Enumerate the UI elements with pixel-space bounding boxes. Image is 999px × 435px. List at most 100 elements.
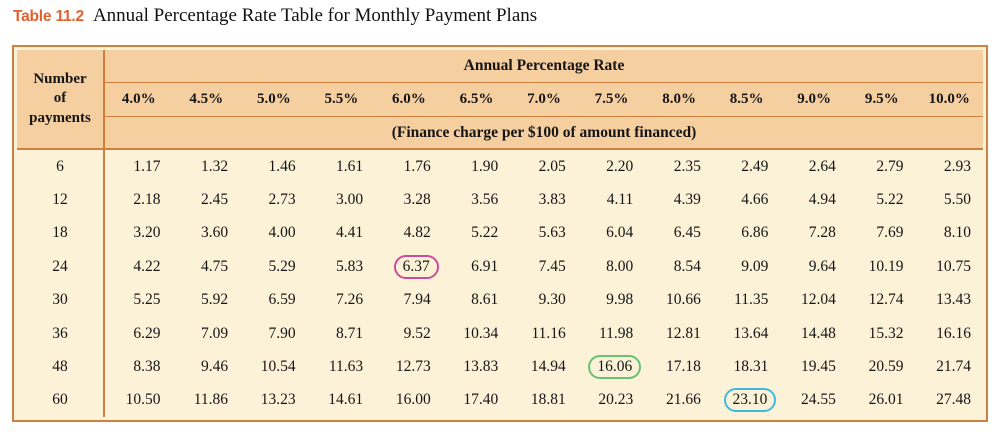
finance-charge-cell: 9.52 xyxy=(403,324,431,342)
rate-header-9.5%: 9.5% xyxy=(847,83,916,117)
finance-charge-cell: 6.29 xyxy=(133,324,161,342)
finance-charge-cell: 2.93 xyxy=(943,157,971,175)
finance-charge-cell: 2.64 xyxy=(808,157,836,175)
apr-table-grid: Number of payments Annual Percentage Rat… xyxy=(17,50,983,417)
finance-charge-cell: 14.61 xyxy=(328,391,364,409)
finance-charge-cell: 19.45 xyxy=(801,357,836,375)
finance-charge-cell: 3.56 xyxy=(471,191,499,209)
finance-charge-cell: 1.90 xyxy=(471,157,499,175)
finance-charge-cell: 3.28 xyxy=(403,191,431,209)
finance-charge-cell: 9.09 xyxy=(741,257,769,275)
finance-charge-cell: 1.76 xyxy=(403,157,431,175)
corner-header-line: Number xyxy=(33,70,87,87)
finance-charge-cell: 10.66 xyxy=(665,291,701,309)
finance-charge-cell: 4.41 xyxy=(336,224,364,242)
finance-charge-cell: 11.98 xyxy=(598,324,634,342)
green-circle-highlight: 16.06 xyxy=(588,354,642,379)
finance-charge-cell: 1.61 xyxy=(336,157,364,175)
rate-header-8.0%: 8.0% xyxy=(645,83,713,117)
finance-charge-cell: 11.35 xyxy=(734,291,769,309)
rate-header-7.0%: 7.0% xyxy=(510,83,578,117)
finance-charge-cell: 9.46 xyxy=(200,357,229,375)
finance-charge-cell: 10.75 xyxy=(936,257,971,275)
rate-header-8.5%: 8.5% xyxy=(712,83,781,117)
finance-charge-cell: 1.32 xyxy=(200,157,229,175)
finance-charge-cell: 12.81 xyxy=(665,324,701,342)
rate-header-4.5%: 4.5% xyxy=(172,83,241,117)
finance-charge-cell: 4.39 xyxy=(673,191,701,209)
finance-charge-cell: 16.06 xyxy=(578,350,646,383)
finance-charge-cell: 23.10 xyxy=(713,384,781,417)
finance-charge-cell: 3.83 xyxy=(538,191,566,209)
rate-header-6.0%: 6.0% xyxy=(375,83,443,117)
finance-charge-cell: 2.49 xyxy=(741,157,769,175)
finance-charge-cell: 8.54 xyxy=(673,257,701,275)
payments-count-48: 48 xyxy=(17,350,105,384)
payments-count-24: 24 xyxy=(17,250,105,284)
finance-charge-cell: 5.83 xyxy=(336,257,364,275)
finance-charge-cell: 6.37 xyxy=(375,250,443,283)
payments-count-36: 36 xyxy=(17,316,105,351)
finance-charge-cell: 9.98 xyxy=(606,291,634,309)
subheader-finance-charge: (Finance charge per $100 of amount finan… xyxy=(105,117,983,150)
corner-header-line: payments xyxy=(29,109,91,126)
finance-charge-cell: 7.94 xyxy=(403,291,431,309)
group-header-annual-percentage-rate: Annual Percentage Rate xyxy=(105,50,983,83)
finance-charge-cell: 4.00 xyxy=(268,224,296,242)
finance-charge-cell: 27.48 xyxy=(936,391,971,409)
finance-charge-cell: 4.94 xyxy=(808,191,836,209)
finance-charge-cell: 10.19 xyxy=(868,257,904,275)
finance-charge-cell: 5.25 xyxy=(133,291,161,309)
finance-charge-cell: 11.86 xyxy=(193,391,229,409)
finance-charge-cell: 24.55 xyxy=(801,391,836,409)
finance-charge-cell: 13.43 xyxy=(936,291,971,309)
finance-charge-cell: 14.48 xyxy=(801,324,836,342)
finance-charge-cell: 8.38 xyxy=(133,357,161,375)
finance-charge-cell: 2.05 xyxy=(538,157,566,175)
finance-charge-cell: 5.29 xyxy=(268,257,296,275)
finance-charge-cell: 20.23 xyxy=(598,391,634,409)
rate-header-6.5%: 6.5% xyxy=(442,83,511,117)
apr-table: Number of payments Annual Percentage Rat… xyxy=(12,45,988,422)
corner-header-number-of-payments: Number of payments xyxy=(17,50,105,150)
finance-charge-cell: 2.45 xyxy=(200,191,229,209)
finance-charge-cell: 6.45 xyxy=(673,224,701,242)
corner-header-line: of xyxy=(53,90,67,107)
finance-charge-cell: 10.54 xyxy=(260,357,296,375)
finance-charge-cell: 5.22 xyxy=(876,191,904,209)
finance-charge-cell: 1.17 xyxy=(133,157,161,175)
finance-charge-cell: 4.75 xyxy=(200,257,229,275)
finance-charge-cell: 12.74 xyxy=(868,291,904,309)
finance-charge-cell: 4.82 xyxy=(403,224,431,242)
finance-charge-cell: 2.79 xyxy=(876,157,904,175)
finance-charge-cell: 11.16 xyxy=(531,324,566,342)
finance-charge-cell: 26.01 xyxy=(868,391,904,409)
finance-charge-cell: 21.66 xyxy=(665,391,701,409)
finance-charge-cell: 7.26 xyxy=(336,291,364,309)
finance-charge-cell: 1.46 xyxy=(268,157,296,175)
rate-header-4.0%: 4.0% xyxy=(105,83,173,117)
finance-charge-cell: 13.83 xyxy=(463,357,499,375)
finance-charge-cell: 20.59 xyxy=(868,357,904,375)
finance-charge-cell: 8.00 xyxy=(606,257,634,275)
finance-charge-cell: 4.66 xyxy=(741,191,769,209)
finance-charge-cell: 16.16 xyxy=(936,324,971,342)
rate-header-10.0%: 10.0% xyxy=(915,83,983,117)
finance-charge-cell: 5.50 xyxy=(943,191,971,209)
finance-charge-cell: 10.50 xyxy=(125,391,161,409)
finance-charge-cell: 5.92 xyxy=(200,291,229,309)
finance-charge-cell: 3.60 xyxy=(200,224,229,242)
finance-charge-cell: 8.61 xyxy=(471,291,499,309)
finance-charge-cell: 2.73 xyxy=(268,191,296,209)
blue-circle-highlight: 23.10 xyxy=(723,388,777,413)
pink-circle-highlight: 6.37 xyxy=(393,254,439,279)
payments-count-18: 18 xyxy=(17,216,105,251)
finance-charge-cell: 4.11 xyxy=(606,191,634,209)
finance-charge-cell: 21.74 xyxy=(936,357,971,375)
finance-charge-cell: 7.69 xyxy=(876,224,904,242)
payments-count-6: 6 xyxy=(17,150,105,184)
finance-charge-cell: 13.64 xyxy=(733,324,769,342)
finance-charge-cell: 14.94 xyxy=(530,357,566,375)
table-number-label: Table 11.2 xyxy=(13,8,84,25)
finance-charge-cell: 6.59 xyxy=(268,291,296,309)
